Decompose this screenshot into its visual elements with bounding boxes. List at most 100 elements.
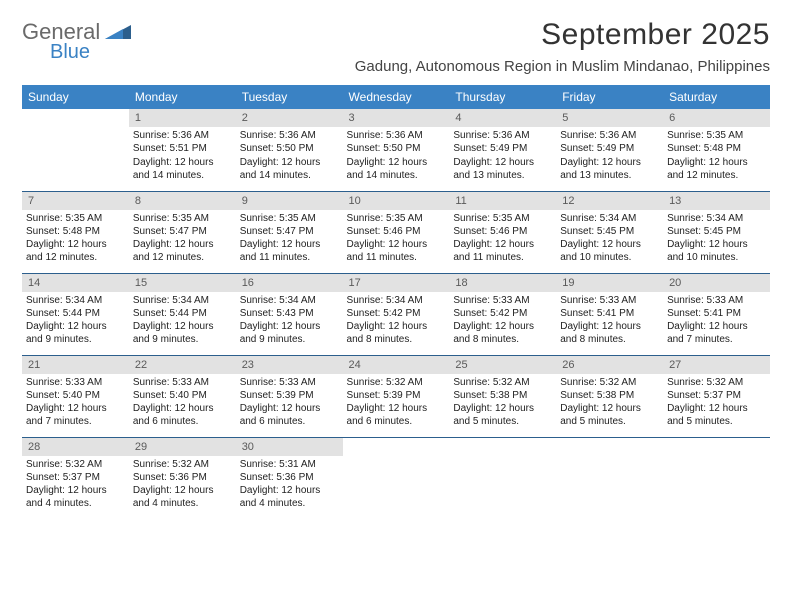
day-number: 1 (129, 109, 236, 127)
day-number: 22 (129, 356, 236, 374)
day-number: 29 (129, 438, 236, 456)
calendar-cell: 3Sunrise: 5:36 AMSunset: 5:50 PMDaylight… (343, 109, 450, 191)
day-number: 3 (343, 109, 450, 127)
day-content: Sunrise: 5:34 AMSunset: 5:42 PMDaylight:… (343, 292, 450, 351)
day-number: 6 (663, 109, 770, 127)
day-header: Sunday (22, 85, 129, 109)
day-number: 9 (236, 192, 343, 210)
day-content: Sunrise: 5:32 AMSunset: 5:39 PMDaylight:… (343, 374, 450, 433)
month-title: September 2025 (355, 18, 770, 52)
day-content: Sunrise: 5:36 AMSunset: 5:51 PMDaylight:… (129, 127, 236, 186)
calendar-table: SundayMondayTuesdayWednesdayThursdayFrid… (22, 85, 770, 519)
day-number: 5 (556, 109, 663, 127)
calendar-cell: 5Sunrise: 5:36 AMSunset: 5:49 PMDaylight… (556, 109, 663, 191)
calendar-cell: 21Sunrise: 5:33 AMSunset: 5:40 PMDayligh… (22, 355, 129, 437)
calendar-cell: 29Sunrise: 5:32 AMSunset: 5:36 PMDayligh… (129, 437, 236, 519)
day-content: Sunrise: 5:33 AMSunset: 5:40 PMDaylight:… (22, 374, 129, 433)
day-number: 21 (22, 356, 129, 374)
day-header: Thursday (449, 85, 556, 109)
day-number: 25 (449, 356, 556, 374)
day-content: Sunrise: 5:35 AMSunset: 5:46 PMDaylight:… (343, 210, 450, 269)
title-block: September 2025 Gadung, Autonomous Region… (355, 18, 770, 75)
day-content: Sunrise: 5:35 AMSunset: 5:46 PMDaylight:… (449, 210, 556, 269)
day-number: 18 (449, 274, 556, 292)
day-number: 20 (663, 274, 770, 292)
calendar-cell: 16Sunrise: 5:34 AMSunset: 5:43 PMDayligh… (236, 273, 343, 355)
day-content: Sunrise: 5:33 AMSunset: 5:39 PMDaylight:… (236, 374, 343, 433)
calendar-cell: 23Sunrise: 5:33 AMSunset: 5:39 PMDayligh… (236, 355, 343, 437)
calendar-cell: 22Sunrise: 5:33 AMSunset: 5:40 PMDayligh… (129, 355, 236, 437)
calendar-cell: 9Sunrise: 5:35 AMSunset: 5:47 PMDaylight… (236, 191, 343, 273)
day-content: Sunrise: 5:36 AMSunset: 5:50 PMDaylight:… (343, 127, 450, 186)
day-number: 2 (236, 109, 343, 127)
calendar-cell: 20Sunrise: 5:33 AMSunset: 5:41 PMDayligh… (663, 273, 770, 355)
logo-line2: Blue (22, 41, 90, 63)
calendar-cell: 12Sunrise: 5:34 AMSunset: 5:45 PMDayligh… (556, 191, 663, 273)
day-content: Sunrise: 5:32 AMSunset: 5:38 PMDaylight:… (556, 374, 663, 433)
calendar-body: 1Sunrise: 5:36 AMSunset: 5:51 PMDaylight… (22, 109, 770, 519)
day-number: 10 (343, 192, 450, 210)
day-content: Sunrise: 5:34 AMSunset: 5:44 PMDaylight:… (22, 292, 129, 351)
day-number: 14 (22, 274, 129, 292)
calendar-cell (663, 437, 770, 519)
logo: General Blue (22, 18, 131, 62)
day-content: Sunrise: 5:33 AMSunset: 5:40 PMDaylight:… (129, 374, 236, 433)
day-content: Sunrise: 5:33 AMSunset: 5:42 PMDaylight:… (449, 292, 556, 351)
calendar-cell: 27Sunrise: 5:32 AMSunset: 5:37 PMDayligh… (663, 355, 770, 437)
day-number: 28 (22, 438, 129, 456)
calendar-cell (343, 437, 450, 519)
day-content: Sunrise: 5:34 AMSunset: 5:45 PMDaylight:… (663, 210, 770, 269)
day-content: Sunrise: 5:32 AMSunset: 5:38 PMDaylight:… (449, 374, 556, 433)
day-content: Sunrise: 5:33 AMSunset: 5:41 PMDaylight:… (663, 292, 770, 351)
day-content: Sunrise: 5:31 AMSunset: 5:36 PMDaylight:… (236, 456, 343, 515)
calendar-cell: 19Sunrise: 5:33 AMSunset: 5:41 PMDayligh… (556, 273, 663, 355)
calendar-cell: 15Sunrise: 5:34 AMSunset: 5:44 PMDayligh… (129, 273, 236, 355)
calendar-cell: 18Sunrise: 5:33 AMSunset: 5:42 PMDayligh… (449, 273, 556, 355)
day-header: Wednesday (343, 85, 450, 109)
calendar-cell: 11Sunrise: 5:35 AMSunset: 5:46 PMDayligh… (449, 191, 556, 273)
day-content: Sunrise: 5:35 AMSunset: 5:48 PMDaylight:… (22, 210, 129, 269)
day-number: 4 (449, 109, 556, 127)
calendar-cell: 28Sunrise: 5:32 AMSunset: 5:37 PMDayligh… (22, 437, 129, 519)
day-number: 27 (663, 356, 770, 374)
calendar-cell: 17Sunrise: 5:34 AMSunset: 5:42 PMDayligh… (343, 273, 450, 355)
logo-text: General Blue (22, 22, 131, 62)
calendar-cell (22, 109, 129, 191)
logo-triangle-icon (105, 23, 131, 42)
day-content: Sunrise: 5:34 AMSunset: 5:44 PMDaylight:… (129, 292, 236, 351)
day-content: Sunrise: 5:34 AMSunset: 5:45 PMDaylight:… (556, 210, 663, 269)
day-number: 7 (22, 192, 129, 210)
calendar-cell: 7Sunrise: 5:35 AMSunset: 5:48 PMDaylight… (22, 191, 129, 273)
calendar-cell: 13Sunrise: 5:34 AMSunset: 5:45 PMDayligh… (663, 191, 770, 273)
day-content: Sunrise: 5:33 AMSunset: 5:41 PMDaylight:… (556, 292, 663, 351)
day-header: Tuesday (236, 85, 343, 109)
day-header: Saturday (663, 85, 770, 109)
day-number: 8 (129, 192, 236, 210)
calendar-cell: 8Sunrise: 5:35 AMSunset: 5:47 PMDaylight… (129, 191, 236, 273)
calendar-cell (449, 437, 556, 519)
calendar-cell: 14Sunrise: 5:34 AMSunset: 5:44 PMDayligh… (22, 273, 129, 355)
day-content: Sunrise: 5:34 AMSunset: 5:43 PMDaylight:… (236, 292, 343, 351)
day-content: Sunrise: 5:32 AMSunset: 5:37 PMDaylight:… (663, 374, 770, 433)
calendar-cell: 30Sunrise: 5:31 AMSunset: 5:36 PMDayligh… (236, 437, 343, 519)
calendar-head: SundayMondayTuesdayWednesdayThursdayFrid… (22, 85, 770, 109)
day-number: 11 (449, 192, 556, 210)
day-number: 30 (236, 438, 343, 456)
day-number: 12 (556, 192, 663, 210)
day-number: 26 (556, 356, 663, 374)
calendar-cell: 4Sunrise: 5:36 AMSunset: 5:49 PMDaylight… (449, 109, 556, 191)
day-content: Sunrise: 5:32 AMSunset: 5:36 PMDaylight:… (129, 456, 236, 515)
day-content: Sunrise: 5:35 AMSunset: 5:47 PMDaylight:… (236, 210, 343, 269)
calendar-cell (556, 437, 663, 519)
day-content: Sunrise: 5:35 AMSunset: 5:48 PMDaylight:… (663, 127, 770, 186)
location: Gadung, Autonomous Region in Muslim Mind… (355, 58, 770, 75)
calendar-cell: 10Sunrise: 5:35 AMSunset: 5:46 PMDayligh… (343, 191, 450, 273)
day-number: 13 (663, 192, 770, 210)
day-content: Sunrise: 5:36 AMSunset: 5:49 PMDaylight:… (449, 127, 556, 186)
calendar-cell: 2Sunrise: 5:36 AMSunset: 5:50 PMDaylight… (236, 109, 343, 191)
day-content: Sunrise: 5:32 AMSunset: 5:37 PMDaylight:… (22, 456, 129, 515)
day-number: 15 (129, 274, 236, 292)
day-number: 24 (343, 356, 450, 374)
calendar-cell: 26Sunrise: 5:32 AMSunset: 5:38 PMDayligh… (556, 355, 663, 437)
header: General Blue September 2025 Gadung, Auto… (22, 18, 770, 75)
